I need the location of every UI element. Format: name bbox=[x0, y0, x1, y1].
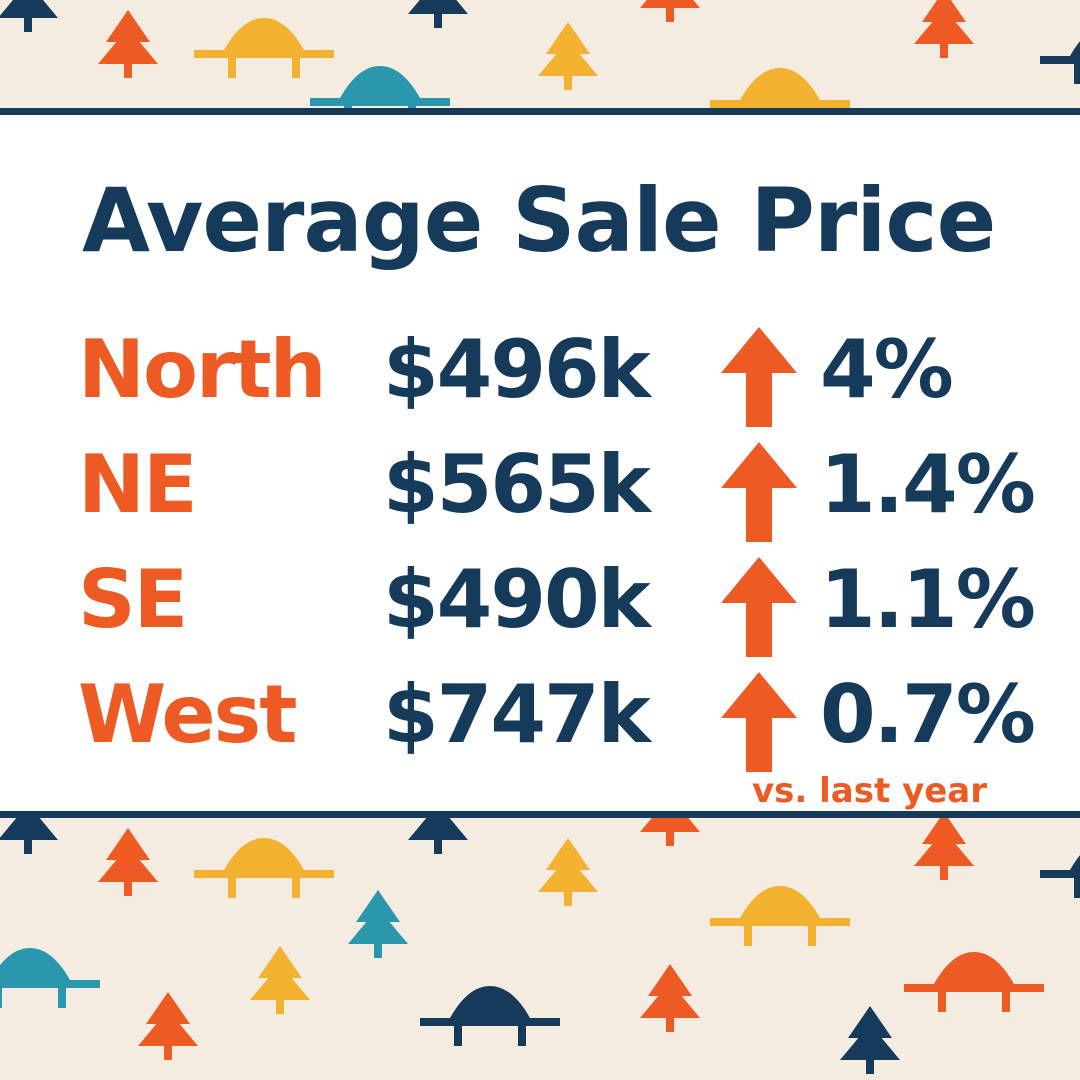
bridge-icon bbox=[310, 66, 450, 108]
decorative-pattern-bottom bbox=[0, 818, 1080, 1080]
arrow-up-icon bbox=[721, 327, 797, 427]
pine-tree-icon bbox=[408, 0, 468, 28]
page-title: Average Sale Price bbox=[82, 169, 996, 272]
pine-tree-icon bbox=[538, 838, 598, 906]
content-panel: Average Sale Price North $496k 4% NE $56… bbox=[0, 108, 1080, 818]
region-label: North bbox=[78, 323, 327, 416]
pine-tree-icon bbox=[640, 818, 700, 846]
arrow-up-icon bbox=[721, 557, 797, 657]
change-percent: 1.4% bbox=[820, 438, 1036, 531]
pine-tree-icon bbox=[98, 828, 158, 896]
pine-tree-icon bbox=[250, 946, 310, 1014]
region-label: SE bbox=[78, 553, 188, 646]
price-value: $747k bbox=[383, 668, 651, 761]
pine-tree-icon bbox=[914, 0, 974, 58]
pine-tree-icon bbox=[640, 0, 700, 22]
pine-tree-icon bbox=[914, 818, 974, 880]
pine-tree-icon bbox=[98, 10, 158, 78]
pine-tree-icon bbox=[640, 964, 700, 1032]
region-row-ne: NE $565k 1.4% bbox=[0, 438, 1080, 556]
region-label: West bbox=[78, 668, 298, 761]
pine-tree-icon bbox=[0, 818, 58, 854]
arrow-up-icon bbox=[721, 442, 797, 542]
bridge-icon bbox=[0, 948, 100, 1008]
pine-tree-icon bbox=[348, 890, 408, 958]
change-percent: 1.1% bbox=[820, 553, 1036, 646]
region-row-west: West $747k 0.7% bbox=[0, 668, 1080, 786]
bridge-icon bbox=[420, 986, 560, 1046]
price-value: $496k bbox=[383, 323, 651, 416]
pine-tree-icon bbox=[0, 0, 58, 32]
arrow-up-icon bbox=[721, 672, 797, 772]
bridge-icon bbox=[710, 68, 850, 108]
bridge-icon bbox=[194, 838, 334, 898]
comparison-note: vs. last year bbox=[752, 771, 988, 811]
pine-tree-icon bbox=[408, 818, 468, 854]
bridge-icon bbox=[710, 886, 850, 946]
price-value: $490k bbox=[383, 553, 651, 646]
pine-tree-icon bbox=[138, 992, 198, 1060]
change-percent: 0.7% bbox=[820, 668, 1036, 761]
bridge-icon bbox=[1040, 24, 1080, 84]
region-label: NE bbox=[78, 438, 198, 531]
bridge-icon bbox=[1040, 838, 1080, 898]
region-row-north: North $496k 4% bbox=[0, 323, 1080, 441]
bridge-icon bbox=[194, 18, 334, 78]
bridge-icon bbox=[904, 952, 1044, 1012]
price-value: $565k bbox=[383, 438, 651, 531]
region-row-se: SE $490k 1.1% bbox=[0, 553, 1080, 671]
pine-tree-icon bbox=[538, 22, 598, 90]
decorative-pattern-top bbox=[0, 0, 1080, 108]
pine-tree-icon bbox=[840, 1006, 900, 1074]
change-percent: 4% bbox=[820, 323, 954, 416]
